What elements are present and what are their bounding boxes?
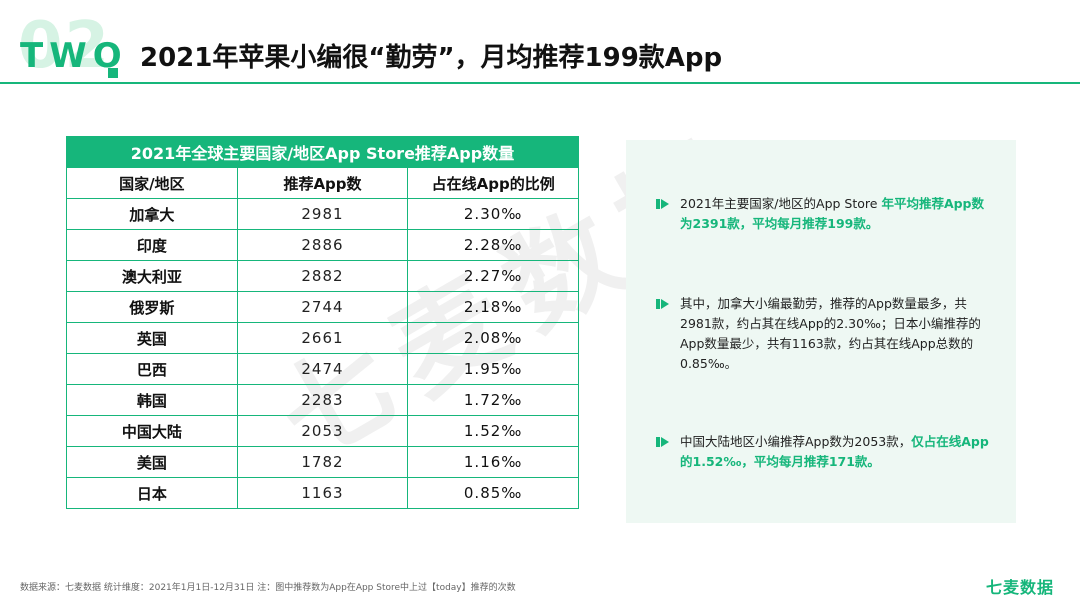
count-cell: 1782 xyxy=(236,446,409,478)
recommendation-table: 2021年全球主要国家/地区App Store推荐App数量 国家/地区 推荐A… xyxy=(66,136,579,509)
insight-panel xyxy=(626,140,1016,523)
title-divider xyxy=(0,82,1080,84)
ratio-cell: 2.28‰ xyxy=(407,229,579,261)
table-row: 美国 1782 1.16‰ xyxy=(66,446,579,478)
table-row: 俄罗斯 2744 2.18‰ xyxy=(66,291,579,323)
ratio-cell: 1.72‰ xyxy=(407,384,579,416)
count-cell: 2053 xyxy=(236,415,409,447)
insight-item: 其中，加拿大小编最勤劳，推荐的App数量最多，共2981款，约占其在线App的2… xyxy=(656,294,996,374)
table-row: 韩国 2283 1.72‰ xyxy=(66,384,579,416)
ratio-cell: 0.85‰ xyxy=(407,477,579,509)
count-cell: 2882 xyxy=(236,260,409,292)
country-cell: 澳大利亚 xyxy=(66,260,238,292)
count-cell: 2886 xyxy=(236,229,409,261)
country-cell: 印度 xyxy=(66,229,238,261)
ratio-cell: 2.27‰ xyxy=(407,260,579,292)
table-row: 澳大利亚 2882 2.27‰ xyxy=(66,260,579,292)
count-cell: 1163 xyxy=(236,477,409,509)
column-header-count: 推荐App数 xyxy=(236,167,409,199)
section-accent-square xyxy=(108,68,118,78)
ratio-cell: 2.08‰ xyxy=(407,322,579,354)
count-cell: 2661 xyxy=(236,322,409,354)
ratio-cell: 1.16‰ xyxy=(407,446,579,478)
insight-item: 2021年主要国家/地区的App Store 年平均推荐App数为2391款，平… xyxy=(656,194,996,234)
country-cell: 英国 xyxy=(66,322,238,354)
country-cell: 俄罗斯 xyxy=(66,291,238,323)
footer-brand-logo: 七麦数据 xyxy=(986,578,1055,597)
table-caption: 2021年全球主要国家/地区App Store推荐App数量 xyxy=(66,136,579,168)
table-row: 印度 2886 2.28‰ xyxy=(66,229,579,261)
country-cell: 加拿大 xyxy=(66,198,238,230)
count-cell: 2474 xyxy=(236,353,409,385)
table-row: 英国 2661 2.08‰ xyxy=(66,322,579,354)
insight-item: 中国大陆地区小编推荐App数为2053款，仅占在线App的1.52‰，平均每月推… xyxy=(656,432,996,472)
table-row: 巴西 2474 1.95‰ xyxy=(66,353,579,385)
insight-highlight: 年平均推荐App数为2391款，平均每月推荐199款。 xyxy=(680,196,985,231)
count-cell: 2744 xyxy=(236,291,409,323)
table-row: 日本 1163 0.85‰ xyxy=(66,477,579,509)
insight-text: 中国大陆地区小编推荐App数为2053款， xyxy=(680,434,912,449)
country-cell: 美国 xyxy=(66,446,238,478)
country-cell: 日本 xyxy=(66,477,238,509)
page-title: 2021年苹果小编很“勤劳”，月均推荐199款App xyxy=(140,43,723,73)
ratio-cell: 2.30‰ xyxy=(407,198,579,230)
insight-text: 2021年主要国家/地区的App Store xyxy=(680,196,882,211)
bullet-arrow-icon xyxy=(656,437,670,447)
bullet-arrow-icon xyxy=(656,199,670,209)
bullet-arrow-icon xyxy=(656,299,670,309)
country-cell: 韩国 xyxy=(66,384,238,416)
column-header-ratio: 占在线App的比例 xyxy=(407,167,579,199)
count-cell: 2981 xyxy=(236,198,409,230)
ratio-cell: 1.52‰ xyxy=(407,415,579,447)
insight-highlight: 仅占在线App的1.52‰，平均每月推荐171款。 xyxy=(680,434,989,469)
insight-text: 其中，加拿大小编最勤劳，推荐的App数量最多，共2981款，约占其在线App的2… xyxy=(680,296,981,371)
section-word: TWO xyxy=(20,36,128,76)
ratio-cell: 1.95‰ xyxy=(407,353,579,385)
table-row: 加拿大 2981 2.30‰ xyxy=(66,198,579,230)
section-number: 02 xyxy=(18,9,112,83)
count-cell: 2283 xyxy=(236,384,409,416)
country-cell: 中国大陆 xyxy=(66,415,238,447)
ratio-cell: 2.18‰ xyxy=(407,291,579,323)
footer-source-note: 数据来源：七麦数据 统计维度：2021年1月1日-12月31日 注：图中推荐数为… xyxy=(20,583,516,593)
country-cell: 巴西 xyxy=(66,353,238,385)
column-header-country: 国家/地区 xyxy=(66,167,238,199)
table-row: 中国大陆 2053 1.52‰ xyxy=(66,415,579,447)
